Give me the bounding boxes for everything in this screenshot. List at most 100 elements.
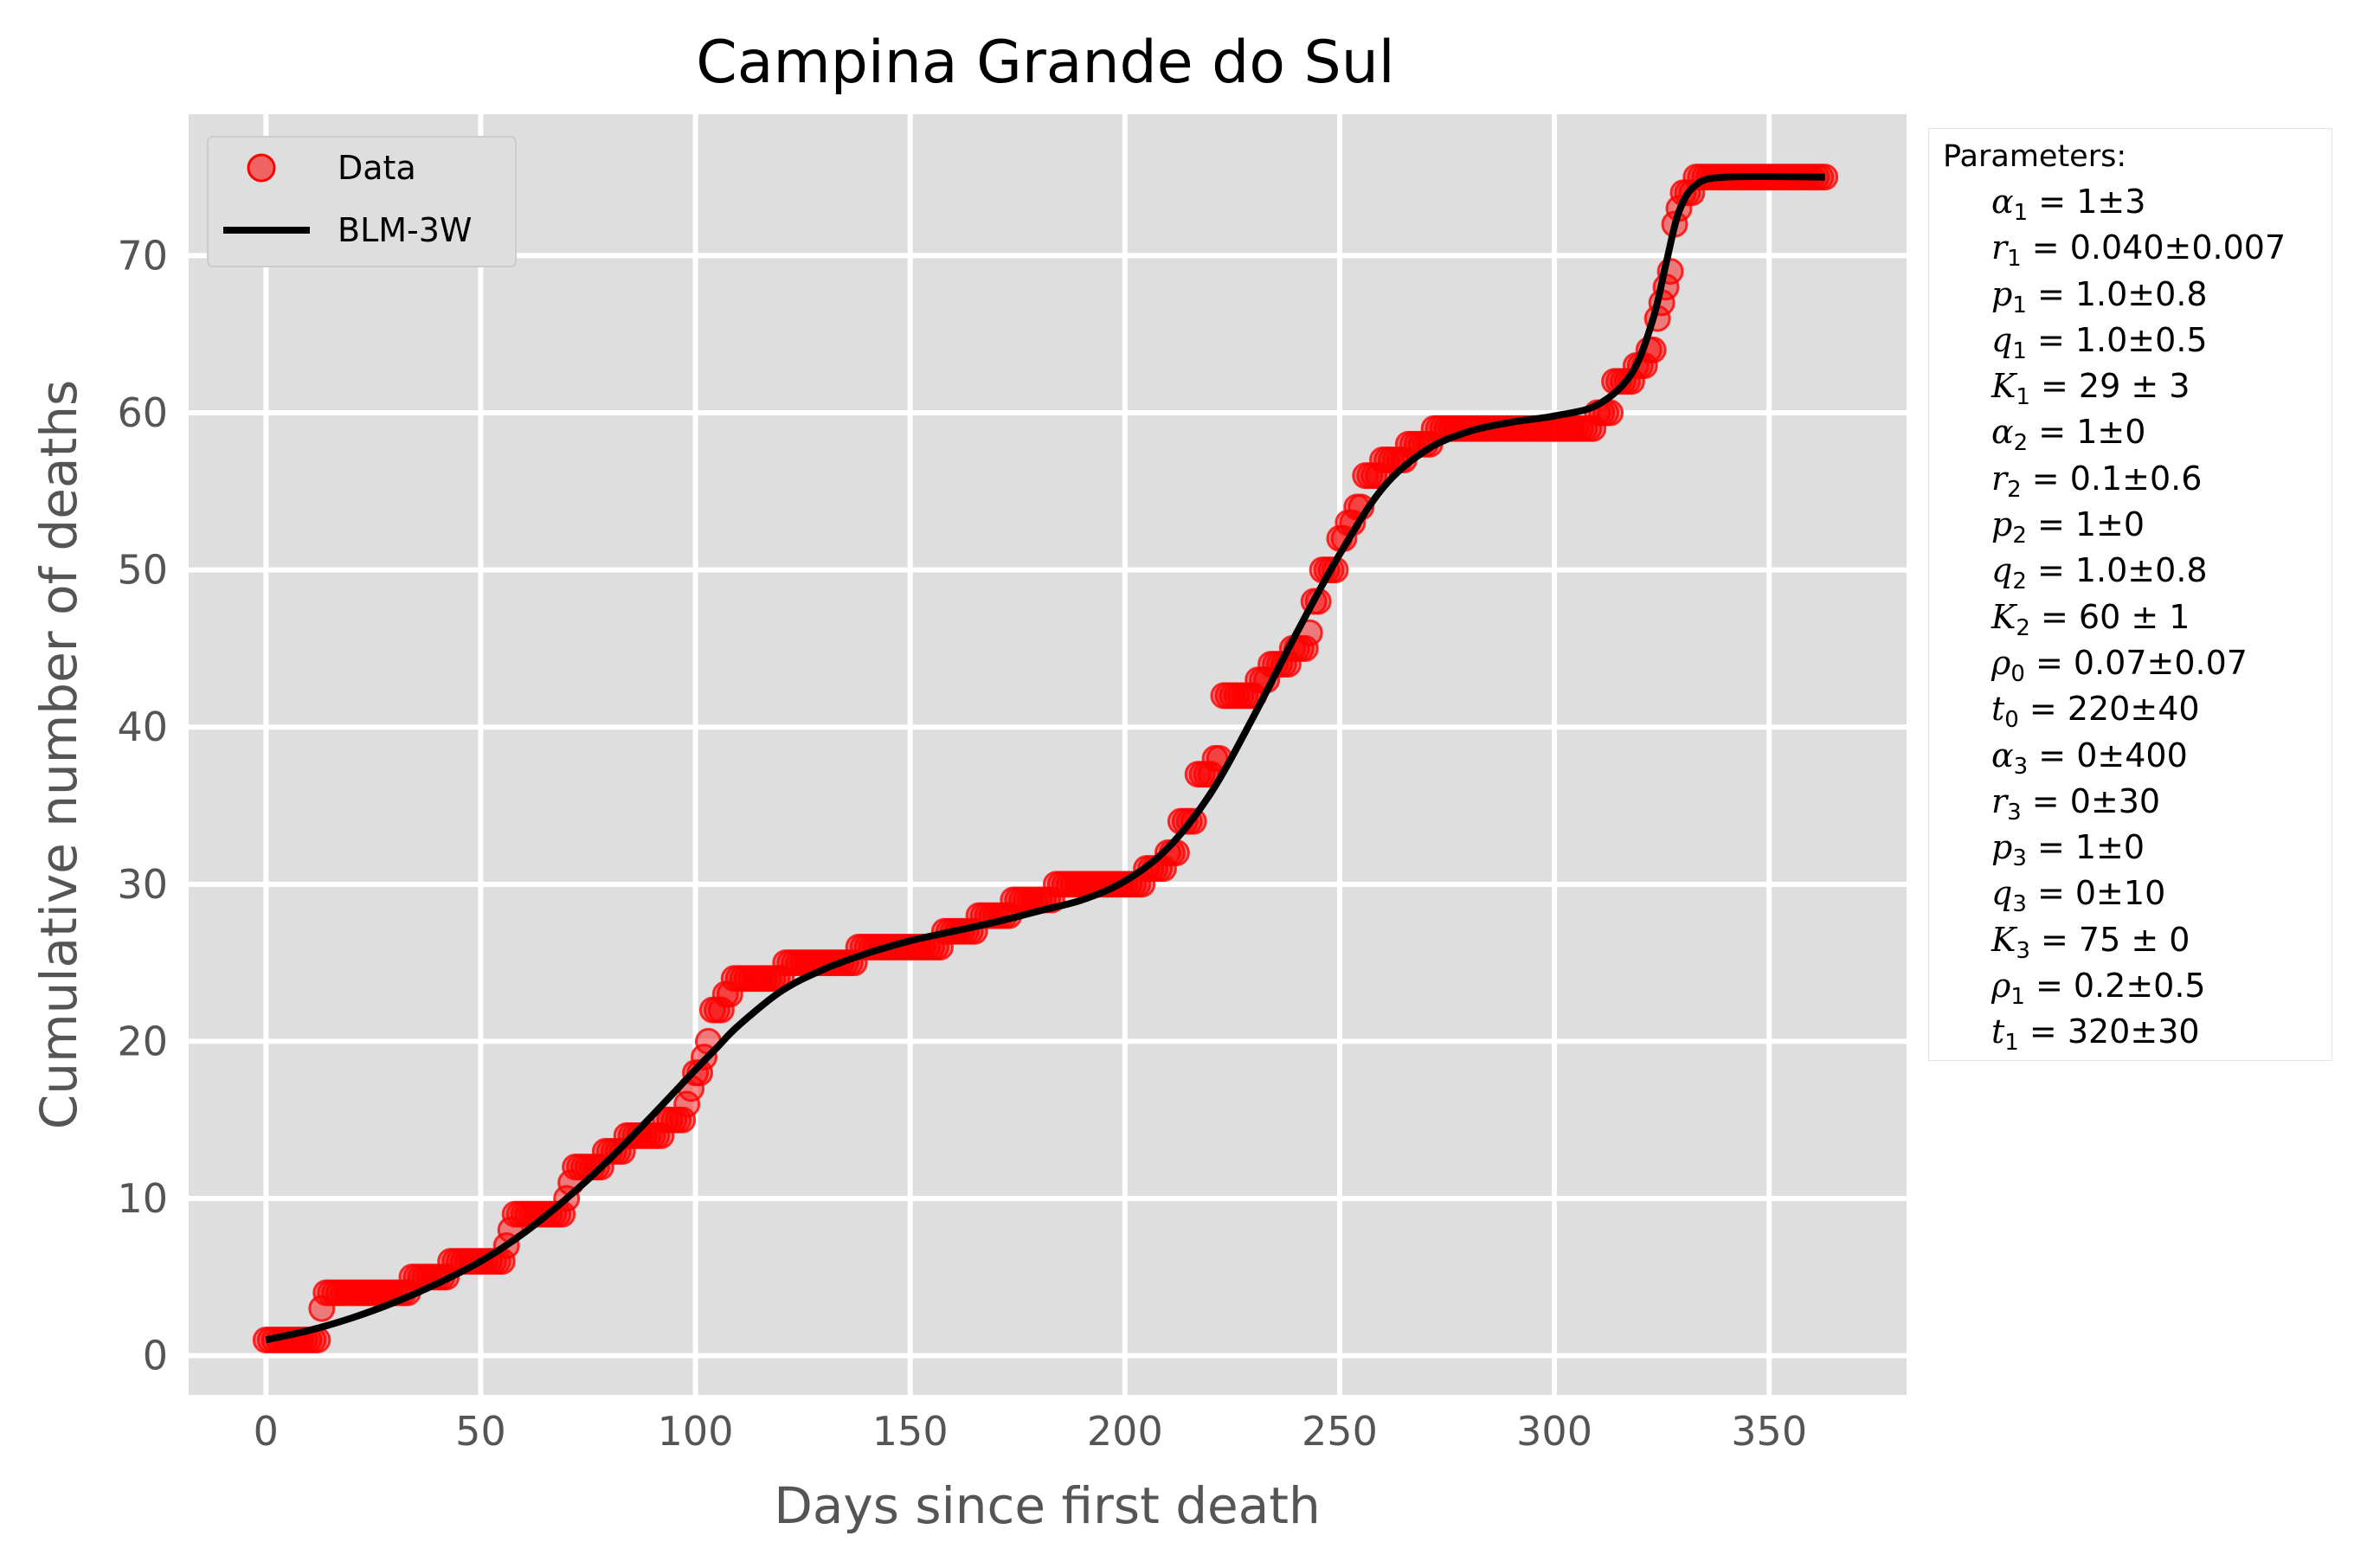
- data-points: [252, 164, 1839, 1353]
- parameter-symbol: p: [1991, 828, 2013, 867]
- parameter-symbol: α: [1991, 736, 2014, 774]
- y-tick-label: 60: [117, 389, 168, 436]
- parameter-subscript: 1: [2012, 337, 2027, 364]
- y-tick-label: 70: [117, 232, 168, 279]
- parameter-value: = 320±30: [2018, 1012, 2200, 1051]
- parameter-value: = 0±30: [2021, 781, 2161, 820]
- x-tick-label: 150: [872, 1408, 949, 1455]
- parameter-symbol: p: [1991, 505, 2013, 544]
- parameter-symbol: r: [1991, 228, 2008, 267]
- y-tick-label: 50: [117, 547, 168, 594]
- parameter-item: q1 = 1.0±0.5: [1991, 318, 2286, 364]
- parameter-value: = 1±3: [2028, 183, 2146, 221]
- parameter-symbol: p: [1991, 274, 2013, 313]
- parameters-title: Parameters:: [1943, 139, 2127, 174]
- parameter-item: p2 = 1±0: [1991, 502, 2286, 549]
- parameter-subscript: 3: [2007, 799, 2022, 826]
- parameter-item: q3 = 0±10: [1991, 871, 2286, 918]
- x-tick-label: 300: [1516, 1408, 1592, 1455]
- parameter-item: K1 = 29 ± 3: [1991, 363, 2286, 411]
- parameter-item: α2 = 1±0: [1991, 409, 2286, 457]
- parameter-symbol: K: [1991, 597, 2016, 636]
- legend-label-data: Data: [338, 149, 416, 187]
- x-tick-label: 200: [1087, 1408, 1163, 1455]
- y-tick-label: 0: [143, 1333, 168, 1379]
- parameter-value: = 75 ± 0: [2029, 920, 2190, 959]
- parameter-value: = 1±0: [2026, 505, 2145, 544]
- y-axis-ticks: 0 10 20 30 40 50 60 70: [117, 232, 168, 1378]
- parameter-item: α3 = 0±400: [1991, 733, 2286, 780]
- parameter-subscript: 2: [2012, 569, 2027, 595]
- parameter-symbol: ρ: [1991, 643, 2011, 682]
- parameter-item: r1 = 0.040±0.007: [1991, 225, 2286, 272]
- parameter-subscript: 3: [2012, 845, 2027, 872]
- parameter-subscript: 1: [2010, 984, 2025, 1011]
- parameter-value: = 1.0±0.5: [2026, 320, 2208, 359]
- chart-title: Campina Grande do Sul: [696, 29, 1394, 97]
- parameter-value: = 0.040±0.007: [2021, 228, 2286, 267]
- x-tick-label: 50: [455, 1408, 506, 1455]
- parameter-value: = 1.0±0.8: [2026, 274, 2208, 313]
- parameter-value: = 1±0: [2026, 828, 2145, 867]
- parameter-subscript: 1: [2012, 292, 2027, 318]
- y-tick-label: 20: [117, 1018, 168, 1064]
- parameter-subscript: 2: [2012, 523, 2027, 549]
- parameter-item: ρ1 = 0.2±0.5: [1991, 963, 2286, 1011]
- parameter-item: r3 = 0±30: [1991, 779, 2286, 826]
- parameter-value: = 60 ± 1: [2029, 597, 2190, 636]
- parameter-subscript: 1: [2004, 1030, 2019, 1057]
- y-tick-label: 40: [117, 704, 168, 750]
- parameter-item: r2 = 0.1±0.6: [1991, 456, 2286, 503]
- parameter-value: = 0.07±0.07: [2024, 643, 2248, 682]
- parameter-item: p3 = 1±0: [1991, 825, 2286, 871]
- parameter-item: q2 = 1.0±0.8: [1991, 548, 2286, 594]
- x-tick-label: 0: [254, 1408, 279, 1455]
- parameter-subscript: 1: [2013, 200, 2029, 226]
- parameter-subscript: 1: [2016, 384, 2030, 411]
- parameter-subscript: 2: [2007, 476, 2022, 503]
- parameter-symbol: K: [1991, 367, 2016, 406]
- data-point: [669, 1106, 697, 1134]
- parameter-item: K2 = 60 ± 1: [1991, 594, 2286, 641]
- x-tick-label: 100: [658, 1408, 734, 1455]
- legend-box: [207, 136, 517, 267]
- x-tick-label: 350: [1731, 1408, 1807, 1455]
- parameter-value: = 220±40: [2018, 690, 2200, 729]
- parameter-value: = 0±400: [2028, 736, 2188, 774]
- parameter-subscript: 3: [2016, 937, 2030, 964]
- parameter-symbol: α: [1991, 413, 2014, 452]
- parameter-subscript: 2: [2016, 614, 2030, 641]
- parameter-symbol: ρ: [1991, 967, 2011, 1006]
- parameter-value: = 1.0±0.8: [2026, 551, 2208, 590]
- parameter-symbol: K: [1991, 920, 2016, 959]
- data-point: [673, 1090, 701, 1118]
- parameter-value: = 1±0: [2028, 413, 2146, 452]
- legend-label-blm-3w: BLM-3W: [338, 211, 473, 249]
- legend-marker-data: [247, 153, 276, 183]
- x-tick-label: 250: [1302, 1408, 1378, 1455]
- x-axis-ticks: 0 50 100 150 200 250 300 350: [254, 1408, 1807, 1455]
- legend: Data BLM-3W: [207, 136, 517, 267]
- data-point: [707, 996, 735, 1024]
- parameter-item: t1 = 320±30: [1991, 1009, 2286, 1057]
- y-axis-label: Cumulative number of deaths: [29, 380, 88, 1129]
- plot-area: [189, 114, 1907, 1395]
- x-axis-label: Days since first death: [774, 1476, 1321, 1535]
- parameter-symbol: q: [1991, 874, 2013, 913]
- parameter-value: = 0.1±0.6: [2021, 459, 2203, 498]
- parameter-item: K3 = 75 ± 0: [1991, 917, 2286, 964]
- parameter-subscript: 3: [2012, 891, 2027, 918]
- y-tick-label: 10: [117, 1175, 168, 1222]
- parameter-item: p1 = 1.0±0.8: [1991, 272, 2286, 318]
- parameter-symbol: r: [1991, 459, 2008, 498]
- parameter-symbol: q: [1991, 320, 2013, 359]
- parameter-value: = 0±10: [2026, 874, 2166, 913]
- parameter-symbol: t: [1991, 690, 2005, 729]
- parameter-item: ρ0 = 0.07±0.07: [1991, 640, 2286, 687]
- data-point: [1291, 634, 1319, 662]
- parameter-subscript: 2: [2013, 430, 2029, 457]
- parameter-item: t0 = 220±40: [1991, 686, 2286, 733]
- parameter-value: = 0.2±0.5: [2024, 967, 2206, 1006]
- parameter-symbol: t: [1991, 1012, 2005, 1051]
